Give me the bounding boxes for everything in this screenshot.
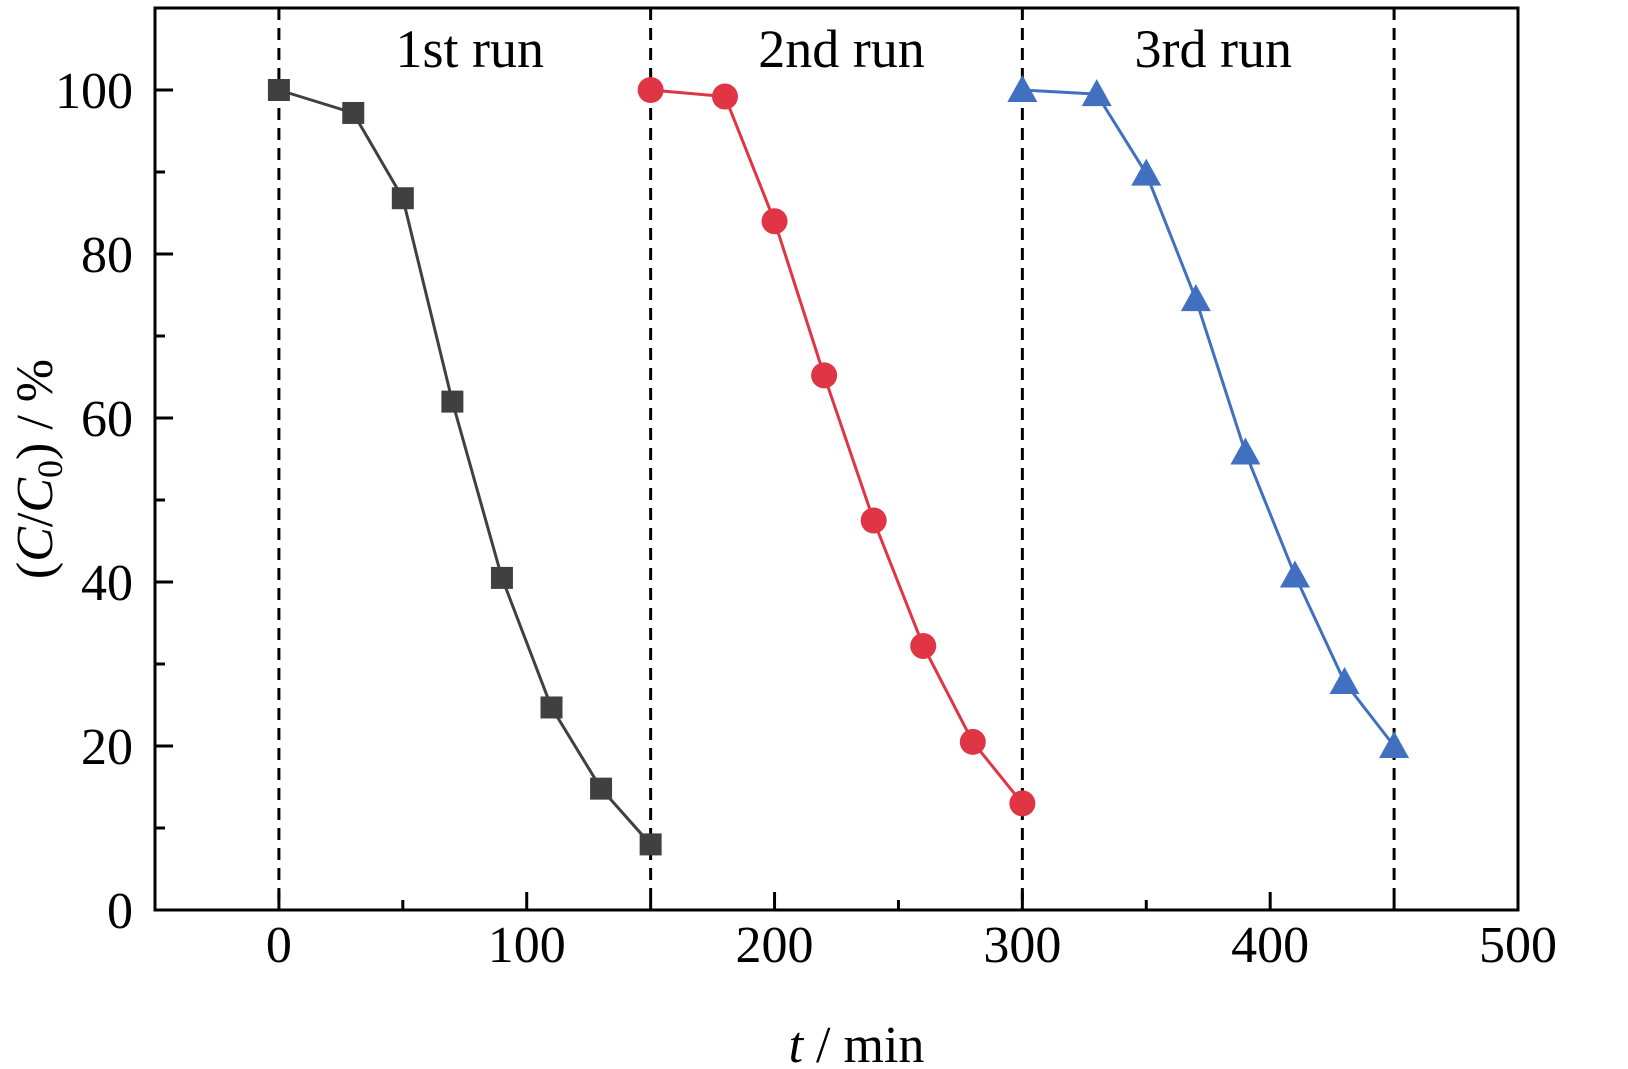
series-3-point-0: [1007, 75, 1038, 102]
x-tick-label-1: 100: [488, 917, 566, 974]
y-tick-label-1: 20: [81, 719, 133, 776]
series-3-point-2: [1131, 158, 1162, 186]
run-separator-lines: [277, 8, 1396, 910]
series-2-point-2: [761, 208, 788, 235]
y-axis-label-c: C: [7, 526, 64, 562]
plot-area: [153, 6, 1520, 912]
series-2-point-4: [860, 507, 887, 534]
run-label-3: 3rd run: [1134, 19, 1291, 79]
x-tick-label-0: 0: [266, 917, 292, 974]
tick-labels: 0 100 200 300 400 500 0 20 40 60 80 100: [55, 63, 1557, 974]
x-axis-label: t / min: [789, 1017, 925, 1069]
series-2-point-1: [711, 83, 738, 110]
series-3-point-4: [1230, 437, 1261, 465]
series-3-point-6: [1329, 667, 1360, 695]
series-2-point-3: [811, 362, 838, 389]
y-tick-label-3: 60: [81, 391, 133, 448]
series-1-point-2: [391, 187, 414, 210]
y-tick-label-4: 80: [81, 227, 133, 284]
series-2-point-5: [910, 632, 937, 659]
series-1-point-4: [490, 566, 513, 589]
x-tick-label-3: 300: [983, 917, 1061, 974]
series-1-point-3: [441, 390, 464, 413]
series-1-point-5: [540, 696, 563, 719]
y-axis-label-slash: /: [7, 512, 64, 527]
run-label-1: 1st run: [396, 19, 545, 79]
axis-ticks: [155, 88, 1520, 912]
plot-border: [153, 6, 1520, 912]
run-label-2: 2nd run: [758, 19, 924, 79]
series-1-point-0: [267, 79, 290, 101]
y-axis-label-open: (: [7, 562, 64, 579]
y-tick-label-2: 40: [81, 555, 133, 612]
y-axis-label-close: ) / %: [7, 359, 64, 460]
y-tick-label-5: 100: [55, 63, 133, 120]
x-tick-label-5: 500: [1479, 917, 1557, 974]
x-tick-label-2: 200: [736, 917, 814, 974]
series-2: [637, 77, 1036, 817]
x-axis-label-var: t: [789, 1017, 805, 1069]
y-axis-label: (C/C0) / %: [7, 359, 70, 579]
y-axis-label-subscript: 0: [30, 460, 70, 478]
series-2-point-7: [1009, 790, 1036, 817]
series-3-point-7: [1379, 731, 1410, 758]
series-1-point-7: [639, 833, 662, 856]
series-3-line: [1022, 88, 1396, 747]
series-3-point-5: [1279, 560, 1310, 588]
y-axis-label-c0: C: [7, 477, 64, 513]
series-1-point-6: [590, 777, 613, 800]
run-annotations: 1st run 2nd run 3rd run: [396, 19, 1292, 79]
x-tick-label-4: 400: [1231, 917, 1309, 974]
series-2-point-0: [637, 77, 664, 103]
series-2-line: [650, 88, 1024, 805]
series-3-point-1: [1081, 79, 1112, 107]
series-2-point-6: [959, 728, 986, 755]
series-1-point-1: [342, 101, 365, 124]
series-1: [267, 79, 662, 856]
series-3: [1007, 75, 1410, 758]
y-tick-label-0: 0: [107, 883, 133, 940]
series-3-point-3: [1180, 284, 1211, 312]
series-1-line: [278, 88, 652, 846]
x-axis-label-unit: / min: [803, 1017, 924, 1069]
data-series: [267, 75, 1410, 856]
